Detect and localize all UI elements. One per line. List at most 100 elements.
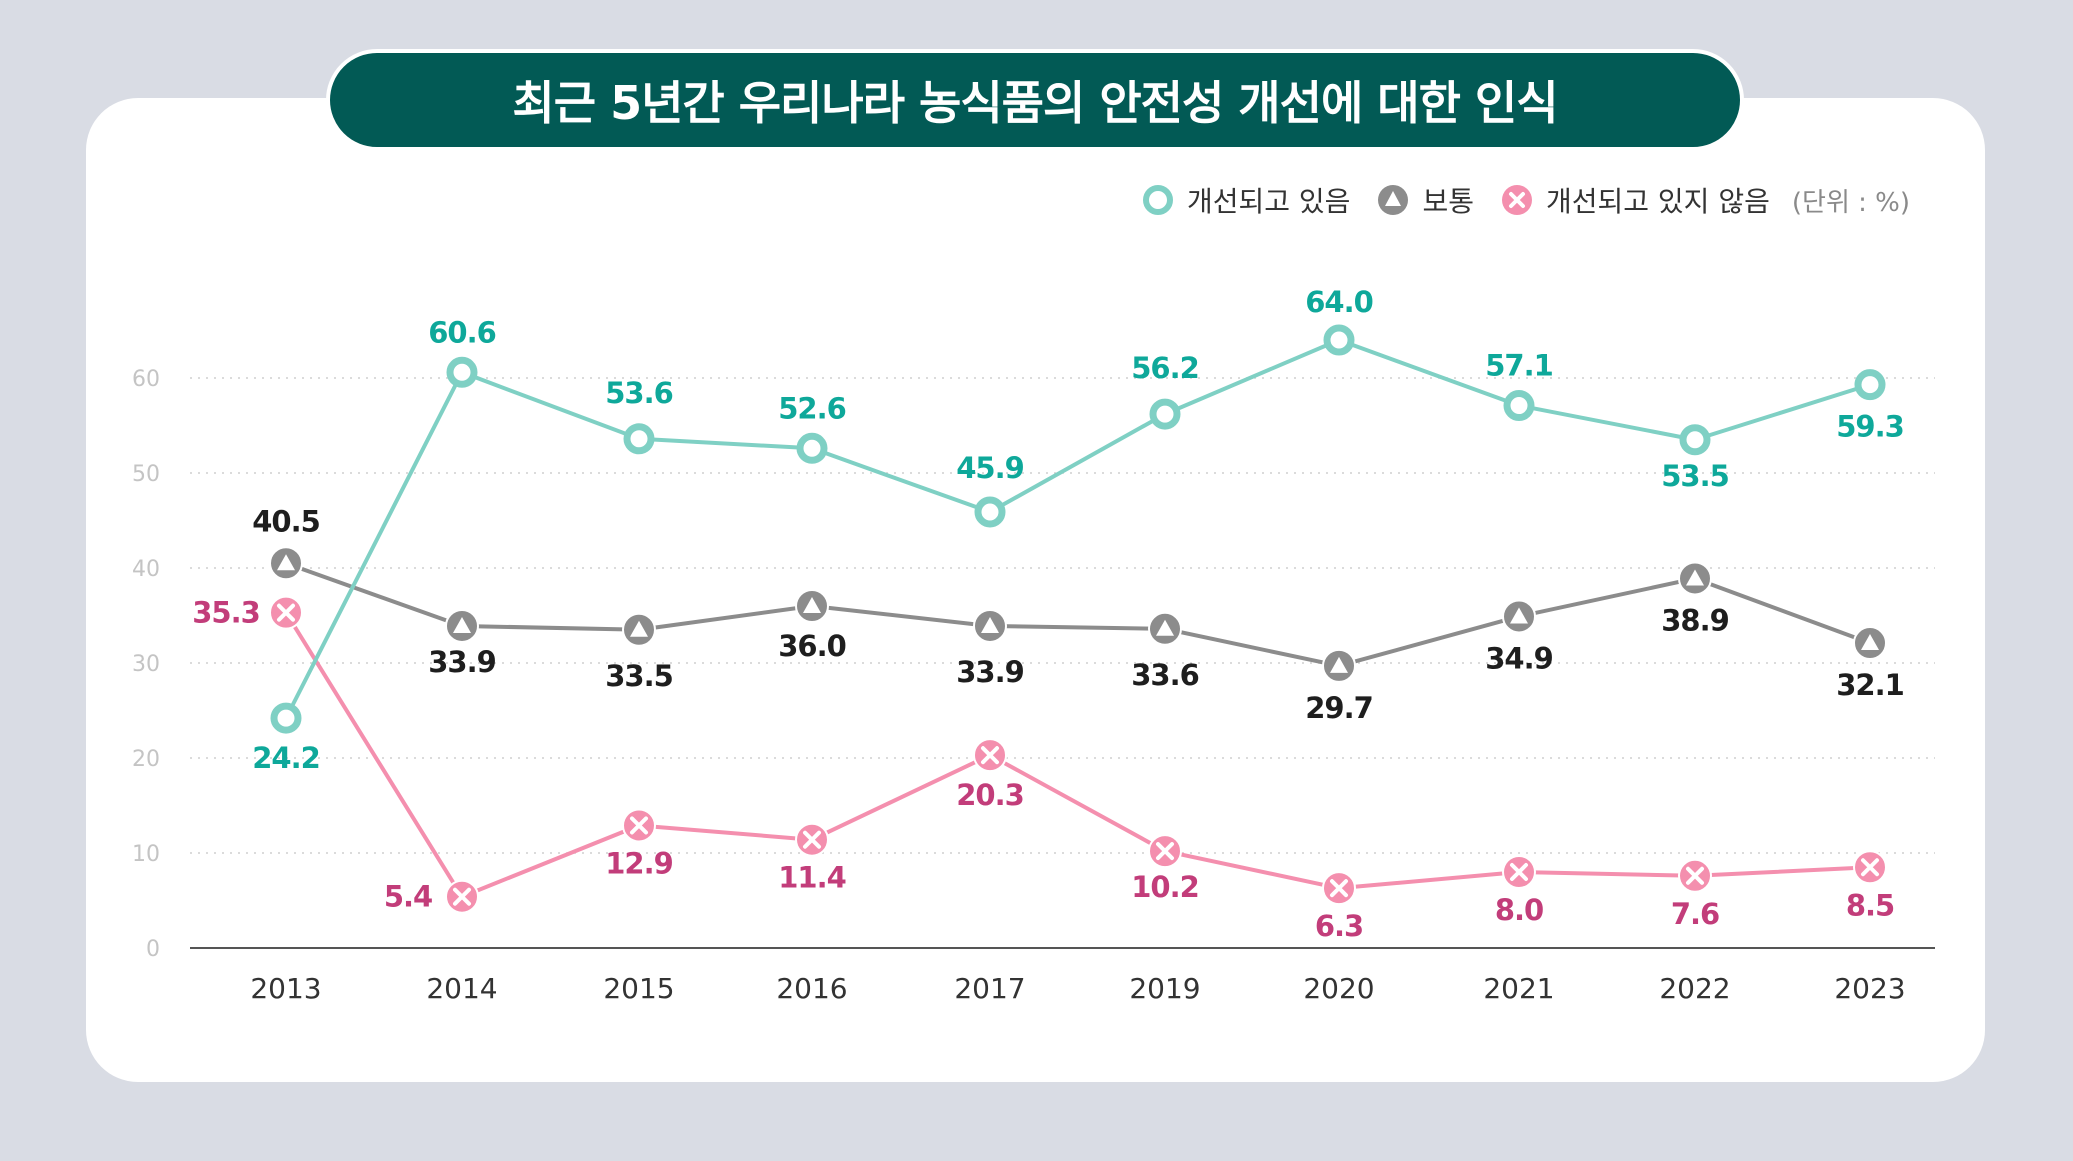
data-label: 29.7 [1305, 691, 1373, 725]
data-label: 8.5 [1846, 888, 1894, 922]
triangle-icon [1861, 634, 1879, 651]
triangle-icon [277, 554, 295, 571]
x-icon [981, 746, 999, 765]
triangle-icon [1510, 607, 1528, 624]
data-label: 53.6 [605, 376, 673, 410]
x-tick-label: 2015 [603, 972, 674, 1005]
x-tick-label: 2013 [250, 972, 321, 1005]
legend: 개선되고 있음 보통 개선되고 있지 않음 (단위 : %) [1030, 178, 1910, 222]
legend-label-not-improving: 개선되고 있지 않음 [1545, 185, 1770, 218]
x-tick-label: 2022 [1659, 972, 1730, 1005]
y-tick-label: 50 [132, 462, 160, 487]
data-point [1678, 561, 1712, 596]
x-icon [1510, 863, 1528, 881]
legend-label-normal: 보통 [1422, 185, 1474, 218]
legend-unit: (단위 : %) [1791, 187, 1910, 218]
legend-item-not-improving: 개선되고 있지 않음 [1500, 180, 1770, 220]
data-point [1148, 834, 1182, 869]
data-label: 7.6 [1671, 897, 1719, 931]
x-tick-label: 2021 [1483, 972, 1554, 1005]
data-label: 6.3 [1315, 909, 1363, 943]
data-label: 53.5 [1661, 459, 1729, 493]
x-icon [1330, 879, 1348, 898]
chart-card [86, 98, 1985, 1082]
x-tick-label: 2014 [426, 972, 497, 1005]
data-point [269, 595, 303, 630]
data-point [1853, 850, 1887, 885]
data-point [445, 608, 479, 643]
data-point [623, 423, 655, 455]
data-point [1502, 599, 1536, 634]
data-label: 33.9 [428, 645, 496, 679]
data-label: 60.6 [428, 315, 496, 349]
triangle-marker-icon [1378, 185, 1409, 215]
x-tick-label: 2017 [954, 972, 1025, 1005]
series-line [285, 561, 1871, 668]
data-label: 32.1 [1836, 668, 1904, 702]
data-point [1148, 611, 1182, 646]
triangle-icon [453, 616, 471, 633]
y-tick-label: 40 [132, 557, 160, 582]
legend-item-improving: 개선되고 있음 [1141, 180, 1350, 220]
data-label: 33.6 [1131, 658, 1199, 692]
series-line [284, 611, 1871, 899]
data-point [622, 612, 656, 647]
data-point [1322, 648, 1356, 683]
data-point [795, 822, 829, 857]
data-point [974, 496, 1006, 528]
data-point [1679, 424, 1711, 456]
data-point [1854, 369, 1886, 401]
triangle-icon [803, 597, 821, 613]
data-label: 24.2 [252, 741, 320, 775]
chart-title: 최근 5년간 우리나라 농식품의 안전성 개선에 대한 인식 [326, 49, 1744, 151]
data-point [270, 702, 302, 734]
y-tick-label: 0 [146, 937, 160, 962]
y-tick-label: 60 [132, 367, 160, 392]
data-point [796, 432, 828, 464]
data-label: 12.9 [605, 846, 673, 880]
legend-label-improving: 개선되고 있음 [1186, 185, 1351, 218]
data-label: 40.5 [252, 504, 320, 538]
series-not-improving: 35.3 5.4 12.9 11.4 20.3 10.2 6.3 8.0 7.6 8.5 [192, 595, 1895, 943]
triangle-icon [1330, 656, 1348, 673]
data-point [1322, 871, 1356, 906]
y-tick-label: 10 [132, 842, 160, 867]
data-label: 33.5 [605, 659, 673, 693]
series-line [284, 338, 1871, 720]
data-label: 35.3 [192, 596, 260, 630]
x-tick-label: 2023 [1834, 972, 1905, 1005]
x-icon [803, 830, 821, 849]
data-point [446, 356, 478, 388]
data-point [1149, 398, 1181, 430]
data-label: 11.4 [778, 861, 846, 895]
series-normal: 40.5 33.9 33.5 36.0 33.9 33.6 29.7 34.9 38.9 32.1 [252, 504, 1905, 725]
data-label: 38.9 [1661, 603, 1729, 637]
data-label: 64.0 [1305, 285, 1373, 319]
data-point [973, 608, 1007, 643]
x-icon [1861, 858, 1879, 877]
data-label: 45.9 [956, 451, 1024, 485]
chart-title-text: 최근 5년간 우리나라 농식품의 안전성 개선에 대한 인식 [512, 76, 1558, 130]
data-label: 36.0 [778, 629, 846, 663]
data-point [1502, 855, 1536, 889]
data-label: 5.4 [384, 880, 432, 914]
x-tick-label: 2016 [776, 972, 847, 1005]
data-point [1678, 858, 1712, 893]
data-point [622, 808, 656, 843]
data-point [973, 738, 1007, 773]
data-point [795, 589, 829, 623]
data-point [445, 879, 479, 914]
data-label: 56.2 [1131, 351, 1199, 385]
triangle-icon [630, 620, 648, 637]
data-label: 20.3 [956, 778, 1024, 812]
y-tick-label: 20 [132, 747, 160, 772]
x-tick-label: 2019 [1129, 972, 1200, 1005]
legend-item-normal: 보통 [1376, 180, 1474, 220]
triangle-icon [1156, 619, 1174, 636]
data-point [269, 546, 303, 581]
y-tick-label: 30 [132, 652, 160, 677]
triangle-icon [1686, 569, 1704, 586]
x-tick-label: 2020 [1303, 972, 1374, 1005]
